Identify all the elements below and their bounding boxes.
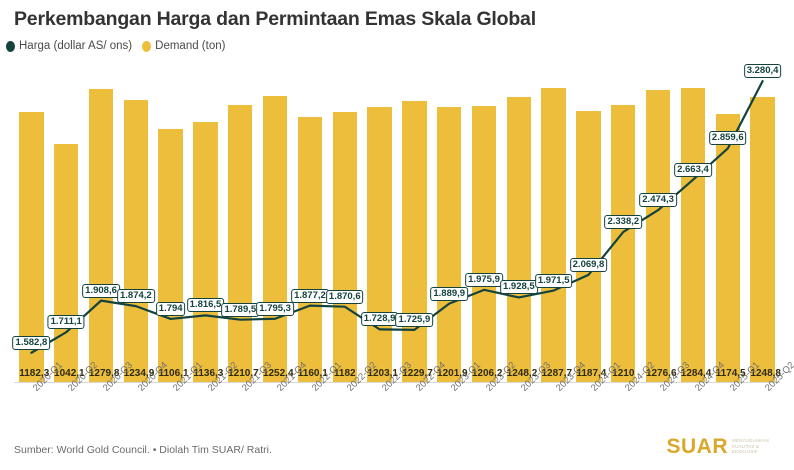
price-point-label: 2.663,4 [674,162,712,177]
brand-logo: SUAR MENYUGUHKAN KUALITAS & EKSKLUSIF [666,436,784,457]
legend-dot-demand-icon [142,40,152,52]
brand-tagline: MENYUGUHKAN KUALITAS & EKSKLUSIF [732,438,769,455]
brand-name: SUAR [666,435,728,458]
legend-label-price: Harga (dollar AS/ ons) [19,40,133,52]
legend-label-demand: Demand (ton) [155,40,226,52]
price-point-label: 2.069,8 [569,257,608,272]
bar-demand[interactable] [158,129,183,382]
plot-area: 1182,3 1042,1 1279,8 1234,9 1106,1 1136,3 1210… [12,62,782,382]
bar-demand[interactable] [332,111,357,382]
bar-value-label: 1174,5 [715,368,746,379]
bar-demand[interactable] [750,96,775,382]
price-point-label: 2.474,3 [639,193,677,208]
bar-demand[interactable] [645,90,671,382]
bar-value-label: 1136,3 [193,368,224,379]
bar-value-label: 1284,4 [680,368,712,379]
price-point-label: 1.877,2 [291,288,329,303]
price-point-label: 1.582,8 [12,335,51,350]
legend-item-demand[interactable]: Demand (ton) [142,40,225,52]
x-axis: 2020-Q1 2020-Q2 2020-Q3 2020-Q4 2021-Q1 2021-… [14,360,794,432]
price-point-label: 1.928,5 [500,280,538,295]
price-point-label: 1.971,5 [534,273,573,288]
bar-value-label: 1160,1 [297,368,328,379]
bar-value-label: 1203,1 [367,368,398,379]
bar-value-label: 1248,2 [506,368,538,379]
bar-demand[interactable] [576,110,601,382]
bar-demand[interactable] [402,100,427,382]
bar-value-label: 1276,6 [645,368,677,379]
price-point-label: 1.874,2 [117,289,155,304]
bar-value-label: 1210,7 [228,368,259,379]
bar-demand[interactable] [193,122,218,382]
bar-value-label: 1287,7 [541,368,573,379]
bar-value-label: 1182,3 [19,368,50,379]
bar-value-label: 1187,4 [576,368,607,379]
price-point-label: 2.859,6 [708,131,747,146]
bar-demand[interactable] [54,143,79,382]
bar-value-label: 1182 [333,368,356,379]
bar-demand[interactable] [297,116,323,382]
price-point-label: 1.789,5 [221,302,260,317]
line-point-labels: 1.582,8 1.711,1 1.908,6 1.874,2 1.794 1.816,5… [12,62,782,382]
bar-value-label: 1201,9 [437,368,468,379]
price-point-label: 1.794 [155,301,186,316]
bar-demand[interactable] [88,89,114,382]
bar-demand[interactable] [123,99,149,382]
price-point-label: 1.975,9 [465,272,503,287]
bar-demand[interactable] [262,95,288,382]
price-point-label: 1.816,5 [186,298,225,313]
bar-demand[interactable] [506,96,532,382]
price-point-label: 1.870,6 [325,289,364,304]
bar-value-label: 1210 [612,368,635,379]
bar-demand[interactable] [228,105,253,382]
price-point-label: 3.280,4 [743,64,782,79]
source-note: Sumber: World Gold Council. • Diolah Tim… [14,444,272,456]
bar-value-label: 1279,8 [88,368,120,379]
bar-value-label: 1042,1 [54,368,85,379]
bar-demand[interactable] [541,87,566,382]
page-title: Perkembangan Harga dan Permintaan Emas S… [14,8,536,30]
bar-value-label: 1248,8 [750,368,781,379]
legend-dot-price-icon [6,40,15,52]
bar-demand[interactable] [680,88,706,382]
bar-value-label: 1229,7 [402,368,433,379]
price-point-label: 1.711,1 [47,315,85,330]
bar-demand[interactable] [367,107,392,382]
bar-demand[interactable] [471,106,497,382]
price-point-label: 1.728,9 [360,312,399,327]
chart-legend: Harga (dollar AS/ ons) Demand (ton) [6,40,225,52]
bar-value-label: 1106,1 [158,368,189,379]
price-point-label: 1.889,9 [430,286,469,301]
bar-demand[interactable] [437,107,462,382]
bar-series-demand: 1182,3 1042,1 1279,8 1234,9 1106,1 1136,3 1210… [14,62,781,382]
x-axis-line [14,382,780,383]
price-point-label: 2.338,2 [604,214,643,229]
bar-value-label: 1252,4 [262,368,294,379]
bar-value-label: 1206,2 [471,368,503,379]
price-point-label: 1.908,6 [82,283,120,298]
legend-item-price[interactable]: Harga (dollar AS/ ons) [6,40,132,52]
bar-demand[interactable] [715,113,740,382]
bar-value-label: 1234,9 [123,368,155,379]
price-point-label: 1.725,9 [395,312,434,327]
bar-demand[interactable] [611,105,636,382]
price-point-label: 1.795,3 [256,301,294,316]
